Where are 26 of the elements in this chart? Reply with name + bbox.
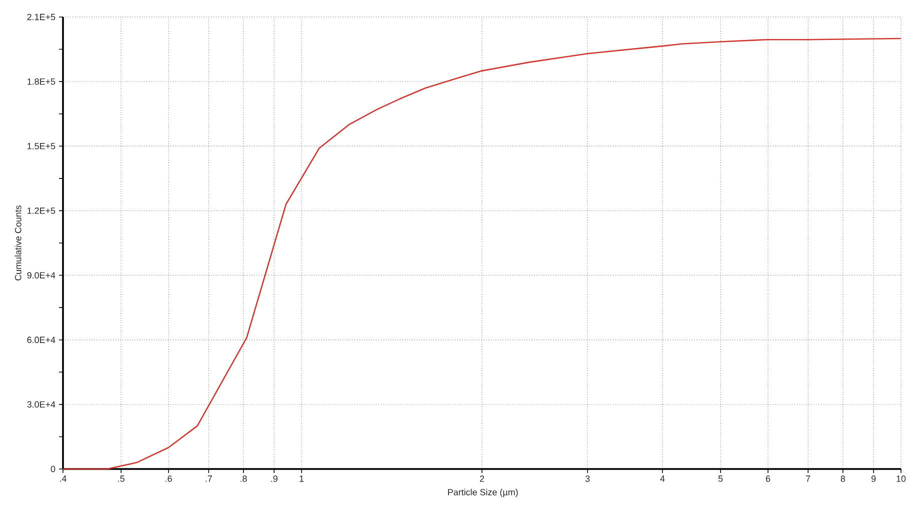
x-tick-label: 2 <box>480 476 484 482</box>
y-tick-label: 0 <box>50 466 56 472</box>
x-tick-label: 1 <box>300 476 304 482</box>
x-tick-label: 8 <box>840 476 846 482</box>
x-axis-title: Particle Size (µm) <box>448 488 518 498</box>
y-axis-title: Cumulative Counts <box>14 205 22 280</box>
y-tick-label: 2.1E+5 <box>27 14 56 20</box>
y-tick-label: 9.0E+4 <box>27 272 56 278</box>
x-tick-label: 9 <box>872 476 876 482</box>
x-tick-label: .8 <box>240 476 247 482</box>
x-tick-label: .9 <box>271 476 278 482</box>
x-tick-label: 4 <box>660 476 665 482</box>
x-tick-label: 10 <box>896 476 906 482</box>
y-tick-label: 1.5E+5 <box>28 143 56 150</box>
x-tick-label: 6 <box>766 476 770 482</box>
y-tick-label: 1.2E+5 <box>28 208 56 214</box>
y-tick-label: 3.0E+4 <box>27 401 56 408</box>
x-tick-label: 7 <box>806 476 810 482</box>
x-tick-label: .4 <box>60 476 66 482</box>
y-tick-label: 6.0E+4 <box>27 336 56 344</box>
x-tick-label: .7 <box>206 476 212 482</box>
x-tick-label: 5 <box>718 476 723 482</box>
x-tick-label: .6 <box>166 476 172 482</box>
y-tick-label: 1.8E+5 <box>28 78 56 85</box>
x-tick-label: 3 <box>585 476 590 482</box>
x-tick-label: .5 <box>118 476 124 482</box>
